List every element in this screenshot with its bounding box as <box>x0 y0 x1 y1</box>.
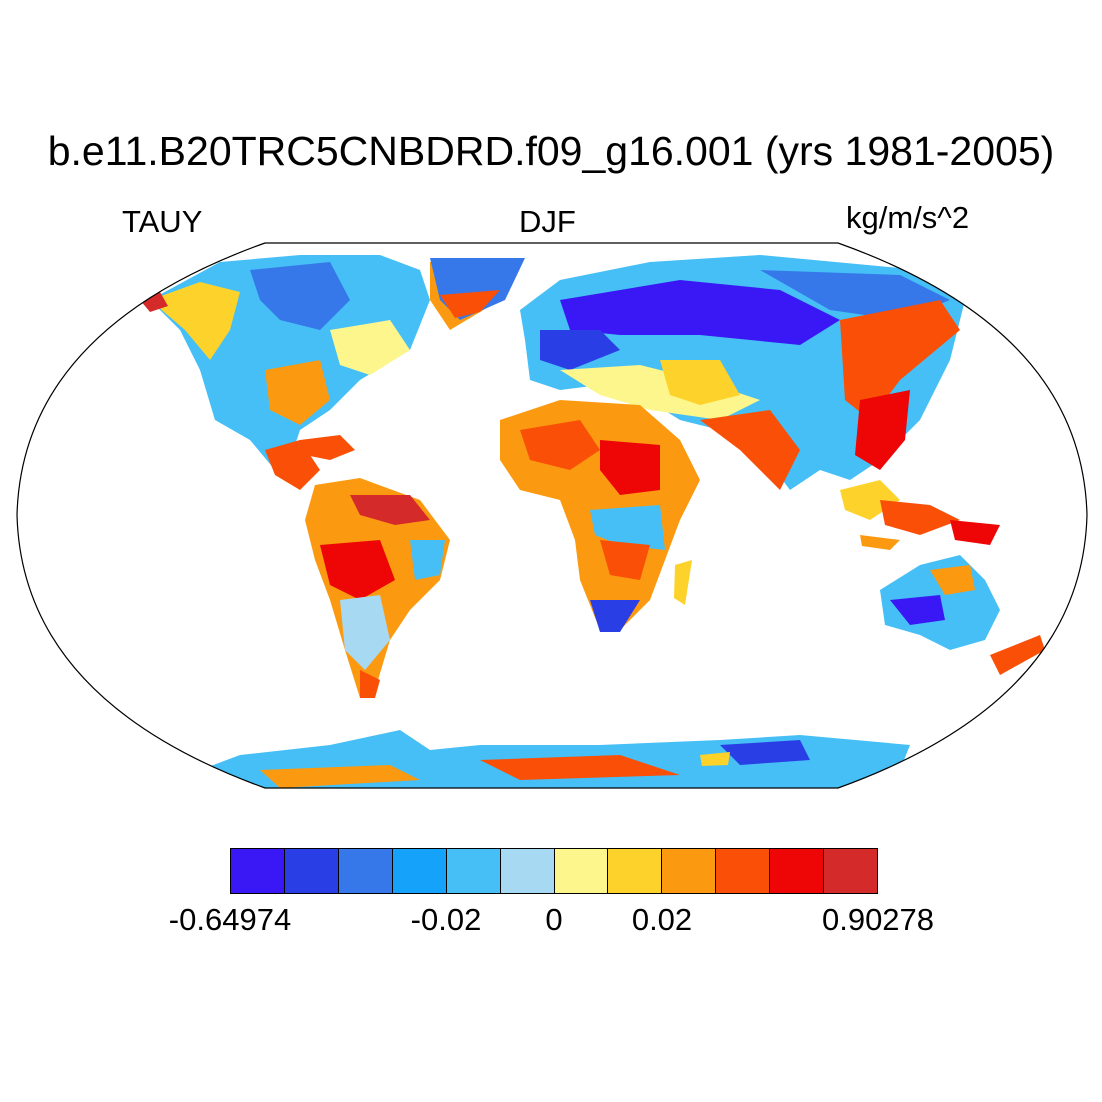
colorbar-tick-label: -0.02 <box>410 902 482 937</box>
eurasia <box>520 255 965 490</box>
colorbar-swatch <box>608 849 663 893</box>
colorbar-tick-label: 0.90278 <box>821 902 935 937</box>
antarctica <box>200 730 910 788</box>
plot-title: b.e11.B20TRC5CNBDRD.f09_g16.001 (yrs 198… <box>47 128 1055 174</box>
greenland <box>430 258 525 320</box>
colorbar-swatch <box>716 849 771 893</box>
colorbar-tick-label: 0.02 <box>631 902 693 937</box>
maritime-asia <box>840 480 1000 550</box>
colorbar-swatch <box>392 849 447 893</box>
australia <box>880 555 1045 675</box>
colorbar-swatch <box>662 849 717 893</box>
colorbar-swatch <box>500 849 555 893</box>
colorbar-swatch <box>770 849 825 893</box>
colorbar-swatch <box>554 849 609 893</box>
units-label: kg/m/s^2 <box>846 200 970 235</box>
map-boundary <box>16 242 1088 789</box>
africa <box>500 400 700 632</box>
colorbar-swatch <box>446 849 501 893</box>
colorbar-swatch <box>284 849 339 893</box>
variable-label: TAUY <box>122 204 203 239</box>
colorbar-swatch <box>824 849 878 893</box>
south-america <box>305 478 450 698</box>
season-label: DJF <box>519 204 576 239</box>
colorbar-tick-label: -0.64974 <box>168 902 292 937</box>
colorbar-swatch <box>338 849 393 893</box>
colorbar <box>230 848 878 894</box>
colorbar-tick-label: 0 <box>545 902 563 937</box>
colorbar-swatch <box>231 849 285 893</box>
